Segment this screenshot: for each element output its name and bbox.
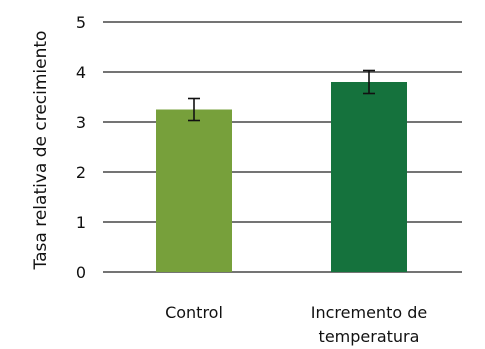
error-bars [188, 69, 375, 122]
y-tick-label-5: 5 [76, 13, 86, 32]
y-tick-labels: 0 1 2 3 4 5 [76, 13, 86, 282]
y-tick-label-2: 2 [76, 163, 86, 182]
category-label-1-line-0: Incremento de [311, 303, 427, 322]
category-labels: Control Incremento de temperatura [165, 303, 427, 346]
y-tick-label-0: 0 [76, 263, 86, 282]
category-label-0-line-0: Control [165, 303, 223, 322]
bar-0 [156, 109, 232, 272]
y-tick-label-3: 3 [76, 113, 86, 132]
category-label-1-line-1: temperatura [319, 327, 420, 346]
y-tick-label-1: 1 [76, 213, 86, 232]
y-axis-title: Tasa relativa de crecimiento [31, 31, 51, 271]
y-tick-label-4: 4 [76, 63, 86, 82]
bars [156, 82, 407, 272]
bar-1 [331, 82, 407, 272]
